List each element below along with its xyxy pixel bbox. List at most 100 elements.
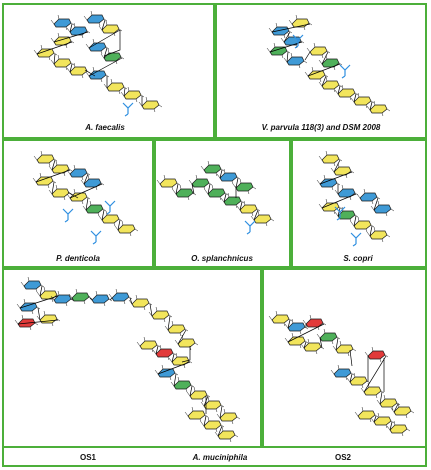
glycosidic-bond	[129, 297, 133, 305]
substituent-group	[122, 102, 134, 117]
sugar-ring	[356, 188, 381, 205]
sugar-ring	[48, 160, 73, 177]
glycosidic-bond	[373, 415, 377, 423]
label-a-muciniphila: A. muciniphila	[192, 453, 248, 462]
glycosidic-bond	[167, 315, 171, 331]
glycosidic-bond	[88, 57, 123, 77]
glycosidic-bond	[101, 19, 106, 31]
sugar-ring	[316, 328, 341, 345]
sugar-ring	[98, 210, 123, 227]
sugar-ring	[318, 150, 343, 167]
label-s-copri: S. copri	[343, 254, 373, 263]
glycosidic-bond	[39, 285, 43, 297]
sugar-ring	[360, 382, 385, 399]
glycosidic-bond	[109, 297, 113, 301]
sugar-ring	[103, 78, 128, 95]
glycosidic-bond	[123, 87, 126, 97]
sugar-ring	[236, 200, 261, 217]
sugar-ring	[216, 168, 241, 185]
glycosidic-bond	[181, 346, 191, 363]
glycosidic-bond	[333, 159, 341, 173]
glycosidic-bond	[175, 183, 179, 195]
sugar-ring	[266, 42, 291, 59]
sugar-ring	[36, 286, 61, 303]
glycosidic-bond	[269, 41, 303, 53]
substituent-group	[334, 206, 346, 221]
sugar-ring	[85, 38, 110, 55]
sugar-ring	[88, 290, 113, 307]
sugar-ring	[386, 420, 411, 437]
sugar-ring	[306, 42, 331, 59]
sugar-ring	[280, 32, 305, 49]
glycosidic-bond	[84, 69, 96, 77]
sugar-ring	[318, 54, 343, 71]
label-p-denticola: P. denticola	[56, 254, 100, 263]
frame-s-copri	[291, 139, 427, 268]
sugar-ring	[32, 172, 57, 189]
sugar-ring	[284, 332, 309, 349]
glycosidic-bond	[83, 173, 89, 185]
glycosidic-bond	[353, 93, 357, 103]
glycosidic-bond	[286, 51, 289, 63]
glycosidic-bond	[101, 209, 105, 221]
glycosidic-bond	[51, 159, 56, 171]
sugar-ring	[82, 200, 107, 217]
sugar-ring	[334, 84, 359, 101]
glycosidic-bond	[219, 169, 223, 179]
sugar-ring	[350, 216, 375, 233]
sugar-ring	[283, 52, 308, 69]
substituent-group	[62, 208, 74, 223]
label-os2: OS2	[335, 453, 352, 462]
substituent-group	[90, 230, 102, 245]
glycosidic-bond	[17, 319, 59, 325]
glycosidic-bond	[51, 181, 55, 195]
sugar-ring	[302, 314, 327, 331]
sugar-ring	[284, 318, 309, 335]
sugar-ring	[250, 210, 275, 227]
sugar-ring	[366, 226, 391, 243]
sugar-ring	[200, 396, 225, 413]
sugar-ring	[330, 364, 355, 381]
sugar-ring	[318, 198, 343, 215]
sugar-ring	[366, 100, 391, 117]
glycosidic-bond	[85, 197, 89, 211]
glycosidic-bond	[155, 345, 159, 355]
label-v-parvula: V. parvula 118(3) and DSM 2008	[262, 123, 381, 132]
glycosidic-bond	[349, 373, 353, 383]
substituent-group	[104, 200, 116, 215]
glycosidic-bond	[69, 183, 103, 199]
sugar-ring	[50, 54, 75, 71]
sugar-ring	[50, 32, 75, 49]
sugar-ring	[168, 352, 193, 369]
sugar-ring	[188, 174, 213, 191]
glycosidic-bond	[103, 30, 121, 57]
sugar-ring	[200, 160, 225, 177]
glycosidic-bond	[69, 23, 73, 33]
sugar-ring	[300, 338, 325, 355]
sugar-ring	[370, 200, 395, 217]
sugar-ring	[152, 344, 177, 361]
frame-a-faecalis	[2, 3, 215, 139]
sugar-ring	[85, 66, 110, 83]
sugar-ring	[66, 22, 91, 39]
sugar-ring	[33, 44, 58, 61]
frame-v-parvula	[215, 3, 427, 139]
sugar-ring	[216, 408, 241, 425]
sugar-ring	[156, 174, 181, 191]
sugar-ring	[268, 310, 293, 327]
sugar-ring	[98, 20, 123, 37]
sugar-ring	[354, 406, 379, 423]
frame-caption-bar	[2, 446, 427, 467]
sugar-ring	[186, 386, 211, 403]
sugar-ring	[170, 376, 195, 393]
glycosidic-bond	[335, 337, 339, 351]
glycosidic-bond	[171, 353, 175, 363]
sugar-ring	[364, 346, 389, 363]
glycosidic-bond	[271, 23, 311, 33]
glycosidic-bond	[203, 415, 207, 427]
glycosidic-bond	[303, 341, 307, 349]
glycosidic-bond	[304, 51, 311, 61]
glycosidic-bond	[36, 41, 73, 55]
glycosidic-bond	[369, 225, 373, 237]
sugar-ring	[316, 174, 341, 191]
